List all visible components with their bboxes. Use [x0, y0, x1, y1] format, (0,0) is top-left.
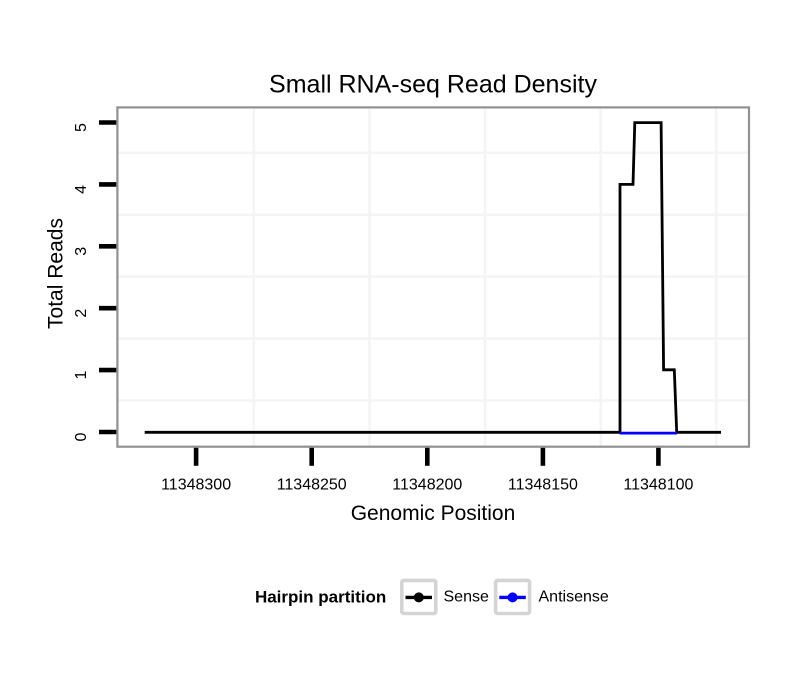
svg-text:1: 1 — [73, 371, 90, 380]
svg-text:11348150: 11348150 — [508, 476, 578, 493]
svg-text:11348300: 11348300 — [161, 476, 231, 493]
svg-text:4: 4 — [73, 185, 90, 194]
svg-text:Small RNA-seq Read Density: Small RNA-seq Read Density — [269, 71, 597, 99]
svg-text:Total Reads: Total Reads — [45, 218, 68, 329]
svg-text:Antisense: Antisense — [539, 589, 609, 606]
svg-text:0: 0 — [73, 432, 90, 441]
svg-text:Hairpin partition: Hairpin partition — [255, 588, 386, 607]
svg-text:11348200: 11348200 — [392, 476, 462, 493]
svg-text:2: 2 — [73, 309, 90, 318]
svg-text:Genomic Position: Genomic Position — [351, 502, 516, 525]
svg-text:5: 5 — [73, 123, 90, 132]
svg-text:11348100: 11348100 — [623, 476, 693, 493]
svg-text:Sense: Sense — [444, 589, 489, 606]
svg-text:11348250: 11348250 — [277, 476, 347, 493]
svg-text:3: 3 — [73, 247, 90, 256]
